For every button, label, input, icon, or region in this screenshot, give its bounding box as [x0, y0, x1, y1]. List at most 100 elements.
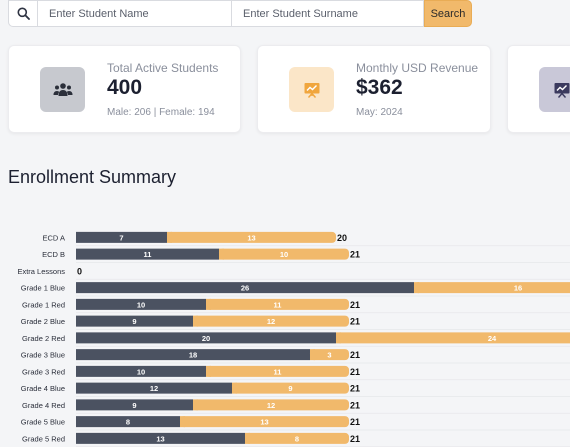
bar-total-label: 0	[77, 266, 82, 276]
bar-value-label: 11	[274, 367, 282, 376]
bar-segment-series-2[interactable]	[206, 365, 349, 377]
monthly-revenue-card: Monthly USD Revenue $362 May: 2024	[257, 45, 491, 133]
search-button[interactable]: Search	[424, 0, 472, 27]
card-subtext: May: 2024	[356, 107, 403, 118]
bar-total-label: 21	[350, 317, 360, 327]
bar-segment-joint	[310, 349, 315, 361]
category-label: Grade 4 Blue	[21, 384, 65, 393]
card-value: 400	[107, 76, 143, 99]
bar-segment-joint	[206, 298, 211, 310]
category-label: Grade 4 Red	[22, 401, 65, 410]
bar-segment-series-1[interactable]	[76, 365, 206, 377]
bar-value-label: 18	[189, 351, 197, 360]
card-label: Monthly USD Revenue	[356, 61, 479, 75]
enrollment-summary-title: Enrollment Summary	[8, 167, 177, 187]
bar-value-label: 13	[247, 233, 255, 242]
bar-segment-series-1[interactable]	[76, 382, 232, 394]
bar-total-label: 21	[350, 400, 360, 410]
bar-total-label: 21	[350, 367, 360, 377]
bar-segment-series-1[interactable]	[76, 231, 167, 243]
bar-segment-joint	[414, 282, 419, 294]
enrollment-bar-chart: ECD A 7 13 20 ECD B 11 10 21 Extra Lessons 0 Grade…	[17, 231, 570, 447]
bar-segment-series-1[interactable]	[76, 332, 336, 344]
bar-value-label: 26	[241, 284, 249, 293]
bar-segment-series-2[interactable]	[167, 231, 336, 243]
presentation-chart-icon	[554, 82, 569, 98]
bar-segment-series-2[interactable]	[180, 416, 349, 428]
presentation-chart-icon	[304, 82, 319, 98]
bar-value-label: 13	[156, 434, 164, 443]
category-label: ECD B	[42, 250, 65, 259]
category-label: Extra Lessons	[17, 267, 65, 276]
presentation-chart-icon-box	[289, 67, 334, 112]
search-icon-button[interactable]	[8, 0, 37, 27]
bar-segment-series-1[interactable]	[76, 432, 245, 444]
bar-segment-series-1[interactable]	[76, 399, 193, 411]
bar-segment-series-2[interactable]	[193, 315, 349, 327]
bar-segment-joint	[245, 432, 250, 444]
bar-value-label: 11	[274, 300, 282, 309]
bar-segment-series-2[interactable]	[232, 382, 349, 394]
bar-value-label: 9	[132, 317, 136, 326]
bar-segment-series-2[interactable]	[310, 349, 349, 361]
bar-total-label: 21	[350, 434, 360, 444]
bar-total-label: 20	[337, 233, 347, 243]
bar-value-label: 10	[137, 367, 145, 376]
bar-value-label: 10	[280, 250, 288, 259]
bar-segment-joint	[206, 365, 211, 377]
bar-segment-series-2[interactable]	[193, 399, 349, 411]
bar-segment-joint	[167, 231, 172, 243]
bar-segment-series-2[interactable]	[336, 332, 570, 344]
bar-segment-joint	[193, 399, 198, 411]
bar-value-label: 24	[488, 334, 497, 343]
bar-segment-series-1[interactable]	[76, 416, 180, 428]
third-stat-card	[507, 45, 570, 133]
bar-segment-series-2[interactable]	[245, 432, 349, 444]
bar-value-label: 7	[119, 233, 123, 242]
bar-total-label: 21	[350, 350, 360, 360]
bar-segment-joint	[232, 382, 237, 394]
bar-total-label: 21	[350, 417, 360, 427]
search-icon	[17, 7, 30, 20]
student-search-bar: Search	[8, 0, 472, 27]
bar-total-label: 21	[350, 384, 360, 394]
total-students-card: Total Active Students 400 Male: 206 | Fe…	[8, 45, 241, 133]
student-name-input[interactable]	[37, 0, 231, 27]
bar-value-label: 10	[137, 300, 145, 309]
bar-segment-series-1[interactable]	[76, 248, 219, 260]
bar-value-label: 12	[267, 317, 275, 326]
student-surname-input[interactable]	[231, 0, 424, 27]
bar-value-label: 8	[126, 418, 130, 427]
bar-segment-series-2[interactable]	[206, 298, 349, 310]
presentation-chart-icon-box	[539, 67, 570, 112]
category-label: Grade 5 Blue	[21, 418, 65, 427]
bar-segment-series-1[interactable]	[76, 282, 414, 294]
bar-segment-joint	[336, 332, 341, 344]
bar-segment-series-1[interactable]	[76, 349, 310, 361]
bar-value-label: 13	[260, 418, 268, 427]
category-label: Grade 2 Red	[22, 334, 65, 343]
category-label: Grade 3 Red	[22, 367, 65, 376]
card-subtext: Male: 206 | Female: 194	[107, 107, 215, 118]
bar-total-label: 21	[350, 250, 360, 260]
card-value: $362	[356, 76, 403, 99]
bar-total-label: 21	[350, 300, 360, 310]
bar-segment-series-1[interactable]	[76, 315, 193, 327]
bar-segment-joint	[219, 248, 224, 260]
bar-value-label: 12	[267, 401, 275, 410]
bar-value-label: 12	[150, 384, 158, 393]
bar-value-label: 20	[202, 334, 210, 343]
bar-segment-series-1[interactable]	[76, 298, 206, 310]
category-label: ECD A	[42, 233, 65, 242]
bar-value-label: 9	[132, 401, 136, 410]
bar-value-label: 9	[288, 384, 292, 393]
bar-segment-joint	[193, 315, 198, 327]
users-icon-box	[40, 67, 85, 112]
card-label: Total Active Students	[107, 61, 219, 75]
bar-segment-joint	[180, 416, 185, 428]
category-label: Grade 1 Blue	[21, 284, 65, 293]
bar-segment-series-2[interactable]	[219, 248, 349, 260]
users-icon	[53, 82, 72, 96]
bar-value-label: 16	[514, 284, 522, 293]
bar-segment-series-2[interactable]	[414, 282, 570, 294]
